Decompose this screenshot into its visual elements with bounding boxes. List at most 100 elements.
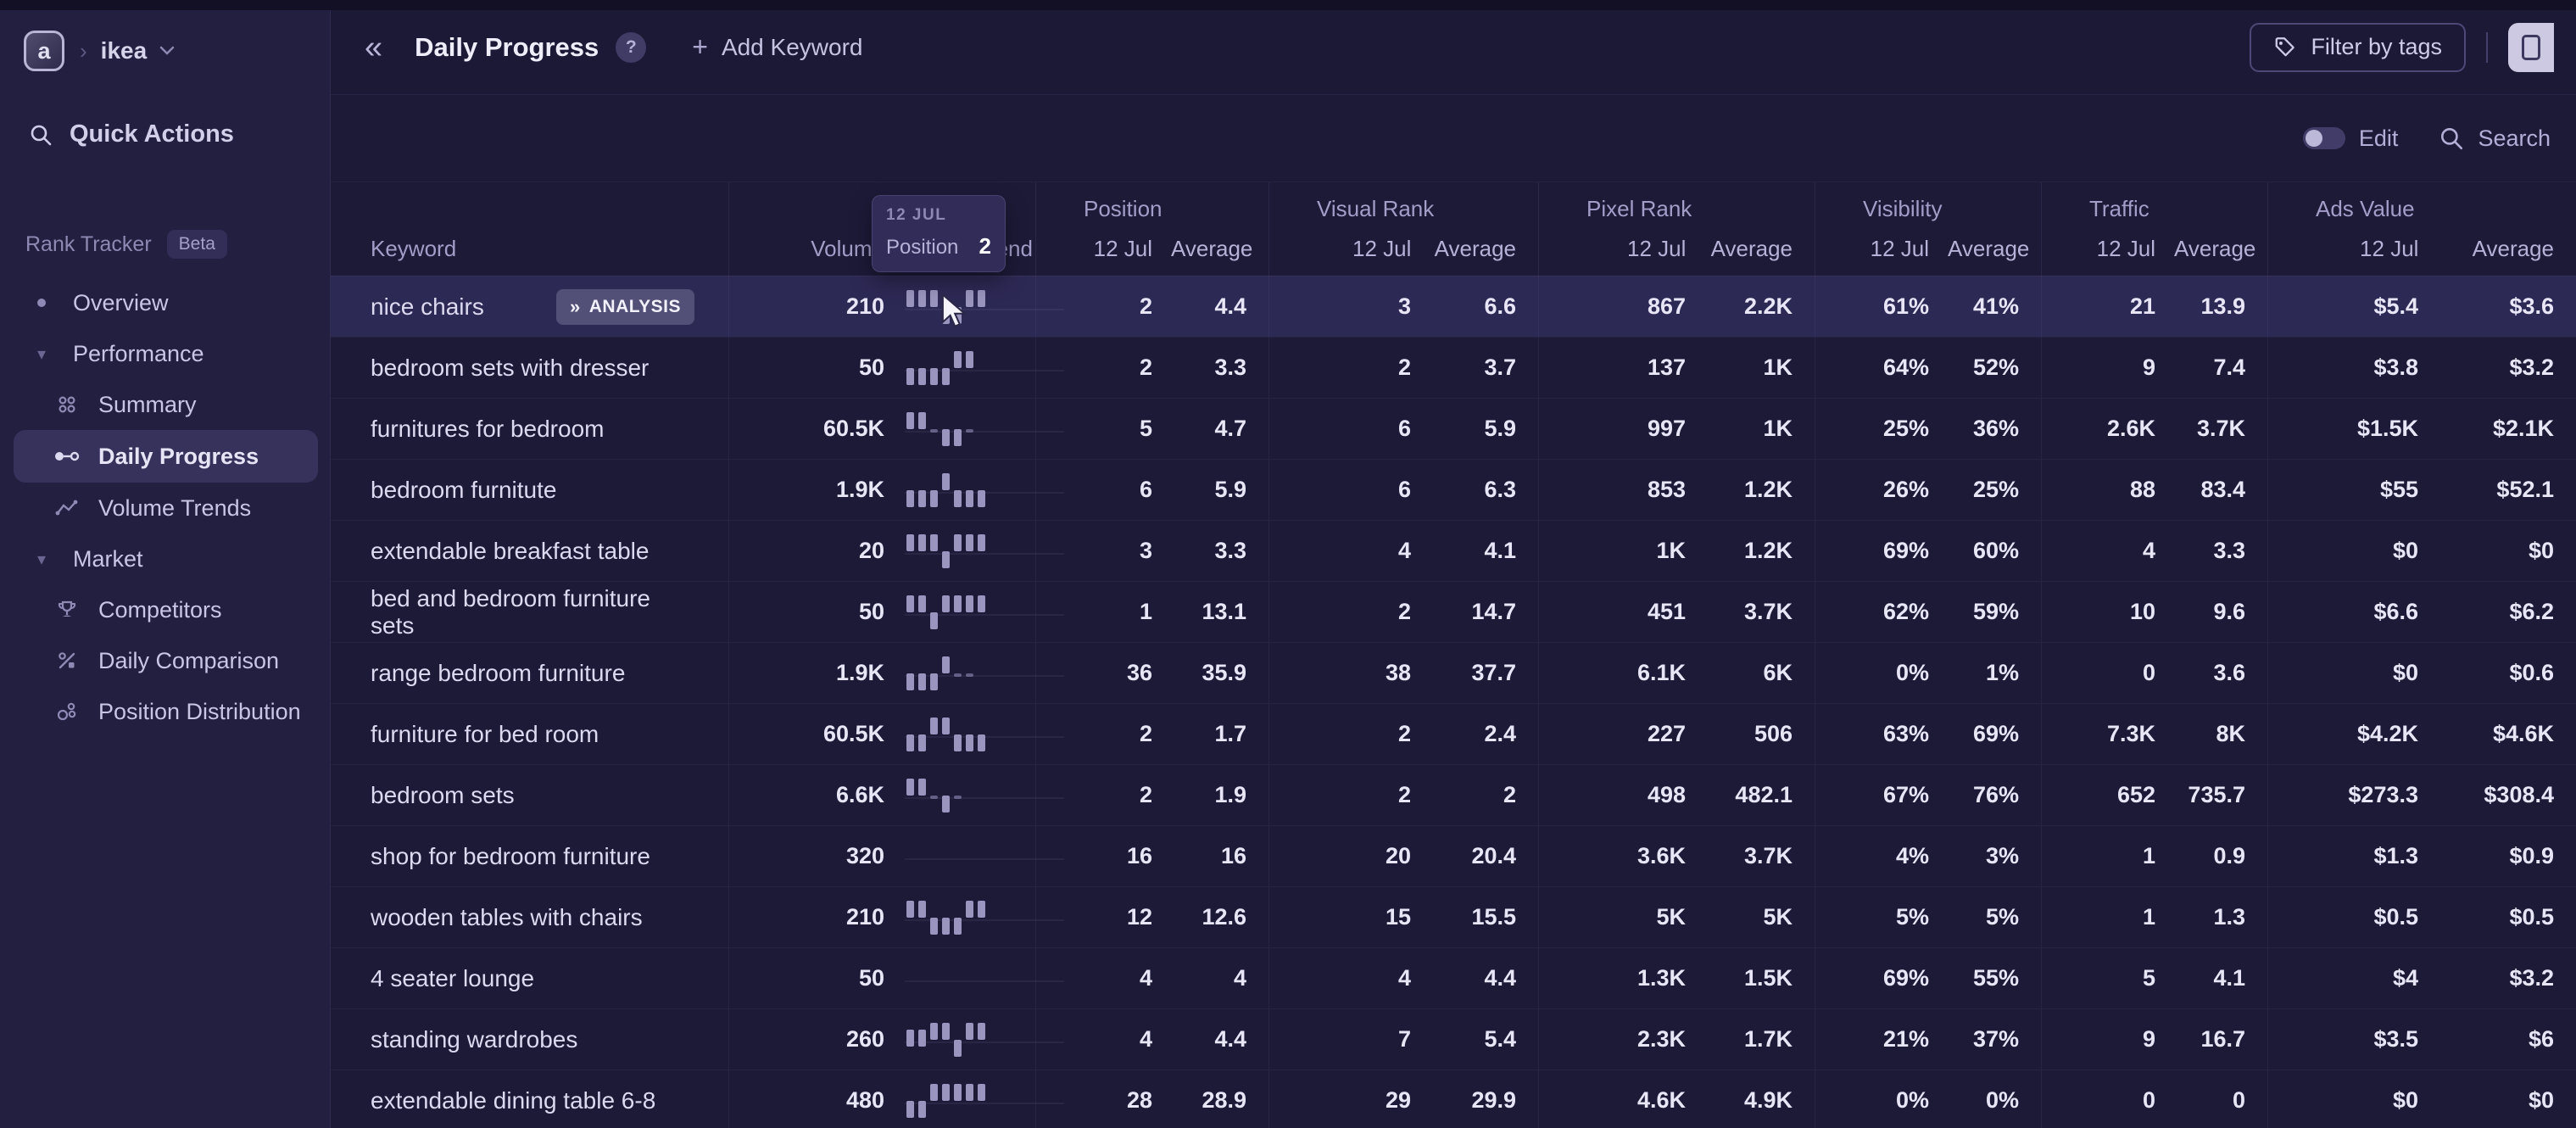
ads-value-average-cell: $0.9 bbox=[2509, 843, 2554, 868]
table-row[interactable]: bedroom sets with dresser 50 2 3.3 2 3.7… bbox=[331, 337, 2576, 398]
trend-sparkline[interactable] bbox=[903, 836, 1064, 877]
filter-by-tags-button[interactable]: Filter by tags bbox=[2250, 22, 2466, 72]
sidebar-item-performance[interactable]: ▾ Performance bbox=[0, 328, 330, 379]
workspace-name[interactable]: ikea bbox=[100, 37, 148, 64]
tooltip-metric: Position bbox=[886, 236, 959, 259]
trend-sparkline[interactable] bbox=[903, 1019, 1064, 1060]
subheader-average[interactable]: Average bbox=[2472, 236, 2554, 261]
trend-sparkline[interactable] bbox=[903, 592, 1064, 633]
visual-rank-12jul-cell: 7 bbox=[1268, 1009, 1430, 1069]
quick-actions-button[interactable]: Quick Actions bbox=[0, 120, 330, 148]
table-row[interactable]: bed and bedroom furniture sets 50 1 13.1… bbox=[331, 581, 2576, 642]
trend-sparkline[interactable] bbox=[903, 348, 1064, 388]
table-row[interactable]: extendable breakfast table 20 3 3.3 4 4.… bbox=[331, 520, 2576, 581]
sidebar-item-competitors[interactable]: Competitors bbox=[0, 584, 330, 635]
device-icon bbox=[2522, 34, 2540, 60]
trend-sparkline[interactable] bbox=[903, 958, 1064, 999]
pixel-rank-average-cell: 1K bbox=[1763, 355, 1793, 380]
table-row[interactable]: range bedroom furniture 1.9K 36 35.9 38 … bbox=[331, 642, 2576, 703]
traffic-12jul-cell: 9 bbox=[2041, 1009, 2174, 1069]
pixel-rank-12jul-cell: 137 bbox=[1538, 338, 1704, 398]
subheader-average[interactable]: Average bbox=[2174, 236, 2256, 261]
visibility-average-cell: 59% bbox=[1972, 599, 2019, 624]
pixel-rank-12jul-cell: 1.3K bbox=[1538, 948, 1704, 1008]
table-row[interactable]: 4 seater lounge 50 4 4 4 4.4 1.3K 1.5K 6… bbox=[331, 947, 2576, 1008]
trend-sparkline[interactable] bbox=[903, 653, 1064, 694]
sidebar-item-position-distribution[interactable]: Position Distribution bbox=[0, 686, 330, 737]
subheader-average[interactable]: Average bbox=[1171, 236, 1253, 261]
trend-sparkline[interactable] bbox=[903, 287, 1064, 327]
sidebar-item-volume-trends[interactable]: Volume Trends bbox=[0, 483, 330, 533]
trend-sparkline[interactable] bbox=[903, 1081, 1064, 1121]
edit-toggle-group[interactable]: Edit bbox=[2302, 126, 2398, 152]
clipped-edge-button[interactable] bbox=[2508, 22, 2554, 72]
table-row[interactable]: wooden tables with chairs 210 12 12.6 15… bbox=[331, 886, 2576, 947]
add-keyword-label: Add Keyword bbox=[721, 33, 863, 60]
analysis-button[interactable]: » ANALYSIS bbox=[555, 288, 694, 325]
subheader-12jul[interactable]: 12 Jul bbox=[1870, 236, 1929, 261]
sidebar-item-daily-comparison[interactable]: Daily Comparison bbox=[0, 635, 330, 686]
position-12jul-cell: 4 bbox=[1035, 1009, 1171, 1069]
search-label: Search bbox=[2478, 125, 2551, 151]
trend-sparkline[interactable] bbox=[903, 897, 1064, 938]
visibility-12jul-cell: 63% bbox=[1815, 704, 1948, 764]
pixel-rank-average-cell: 1.2K bbox=[1743, 477, 1793, 502]
volume-cell: 6.6K bbox=[728, 765, 898, 825]
traffic-12jul-cell: 10 bbox=[2041, 582, 2174, 642]
table-row[interactable]: shop for bedroom furniture 320 16 16 20 … bbox=[331, 825, 2576, 886]
trend-sparkline[interactable] bbox=[903, 714, 1064, 755]
pixel-rank-average-cell: 1K bbox=[1763, 416, 1793, 441]
visual-rank-average-cell: 2.4 bbox=[1484, 721, 1516, 746]
visibility-12jul-cell: 0% bbox=[1815, 1070, 1948, 1128]
trend-sparkline[interactable] bbox=[903, 470, 1064, 511]
subheader-average[interactable]: Average bbox=[1434, 236, 1516, 261]
ads-value-12jul-cell: $5.4 bbox=[2267, 276, 2437, 337]
ads-value-average-cell: $52.1 bbox=[2496, 477, 2554, 502]
visibility-average-cell: 52% bbox=[1972, 355, 2019, 380]
edit-toggle[interactable] bbox=[2302, 127, 2345, 149]
table-row[interactable]: bedroom sets 6.6K 2 1.9 2 2 498 482.1 67… bbox=[331, 764, 2576, 825]
subheader-12jul[interactable]: 12 Jul bbox=[1352, 236, 1412, 261]
table-row[interactable]: standing wardrobes 260 4 4.4 7 5.4 2.3K … bbox=[331, 1008, 2576, 1069]
volume-cell: 1.9K bbox=[728, 460, 898, 520]
position-average-cell: 3.3 bbox=[1214, 538, 1246, 563]
filter-by-tags-label: Filter by tags bbox=[2311, 34, 2442, 59]
help-icon[interactable]: ? bbox=[616, 31, 647, 63]
subheader-12jul[interactable]: 12 Jul bbox=[2360, 236, 2419, 261]
table-row[interactable]: furniture for bed room 60.5K 2 1.7 2 2.4… bbox=[331, 703, 2576, 764]
column-group-traffic: Traffic 12 Jul Average bbox=[2041, 182, 2267, 276]
table-row[interactable]: furnitures for bedroom 60.5K 5 4.7 6 5.9… bbox=[331, 398, 2576, 459]
trend-sparkline[interactable] bbox=[903, 775, 1064, 816]
sidebar-item-overview[interactable]: Overview bbox=[0, 277, 330, 328]
add-keyword-button[interactable]: + Add Keyword bbox=[692, 31, 862, 63]
trend-sparkline[interactable] bbox=[903, 409, 1064, 450]
subheader-12jul[interactable]: 12 Jul bbox=[1093, 236, 1152, 261]
percent-icon bbox=[53, 650, 81, 672]
ads-value-12jul-cell: $0.5 bbox=[2267, 887, 2437, 947]
sidebar-item-summary[interactable]: Summary bbox=[0, 379, 330, 430]
column-header-keyword[interactable]: Keyword bbox=[371, 236, 457, 261]
subheader-12jul[interactable]: 12 Jul bbox=[1626, 236, 1687, 261]
pixel-rank-12jul-cell: 227 bbox=[1538, 704, 1704, 764]
search-button[interactable]: Search bbox=[2439, 126, 2551, 152]
trend-sparkline[interactable] bbox=[903, 531, 1064, 572]
sidebar-item-market[interactable]: ▾ Market bbox=[0, 533, 330, 584]
subheader-12jul[interactable]: 12 Jul bbox=[2096, 236, 2155, 261]
page-title: Daily Progress bbox=[415, 31, 599, 62]
table-toolbar: Edit Search bbox=[331, 95, 2576, 182]
ads-value-average-cell: $3.6 bbox=[2509, 293, 2554, 319]
table-row[interactable]: bedroom furnitute 1.9K 6 5.9 6 6.3 853 1… bbox=[331, 459, 2576, 520]
beta-badge: Beta bbox=[166, 230, 227, 259]
subheader-average[interactable]: Average bbox=[1710, 236, 1793, 261]
sidebar-item-daily-progress[interactable]: Daily Progress bbox=[14, 430, 318, 483]
table-row[interactable]: nice chairs » ANALYSIS 210 2 4.4 3 6.6 86… bbox=[331, 276, 2576, 337]
pixel-rank-average-cell: 1.5K bbox=[1743, 965, 1793, 991]
collapse-sidebar-button[interactable]: « bbox=[365, 29, 383, 65]
visibility-12jul-cell: 62% bbox=[1815, 582, 1948, 642]
visibility-average-cell: 41% bbox=[1972, 293, 2019, 319]
subheader-average[interactable]: Average bbox=[1948, 236, 2030, 261]
pixel-rank-12jul-cell: 5K bbox=[1538, 887, 1704, 947]
workspace-switcher[interactable]: a › ikea bbox=[0, 0, 330, 71]
table-row[interactable]: extendable dining table 6-8 480 28 28.9 … bbox=[331, 1069, 2576, 1128]
ads-value-12jul-cell: $6.6 bbox=[2267, 582, 2437, 642]
